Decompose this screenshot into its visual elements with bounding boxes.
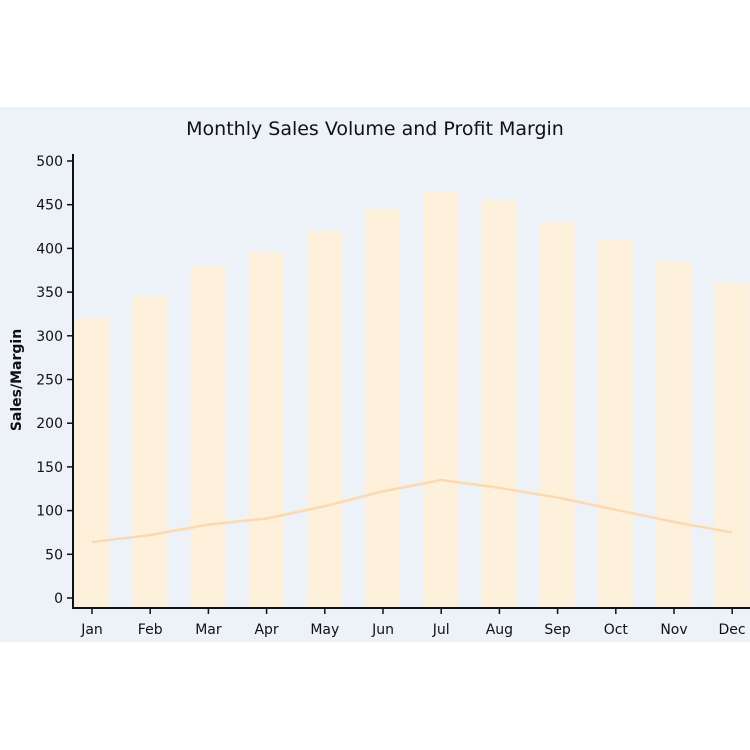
y-tick-label: 150 (36, 460, 63, 476)
y-tick-label: 50 (45, 547, 63, 563)
x-tick-label-jun: Jun (371, 622, 394, 638)
line-layer (91, 478, 733, 544)
x-tick-label-apr: Apr (254, 622, 278, 638)
profit-margin-line (91, 478, 733, 544)
bar-feb (132, 296, 168, 608)
y-tick-label: 450 (36, 198, 63, 214)
x-tick-label-nov: Nov (660, 622, 687, 638)
y-tick-label: 250 (36, 373, 63, 389)
x-tick-label-aug: Aug (486, 622, 513, 638)
y-tick-label: 400 (36, 241, 63, 257)
axes-layer (72, 154, 750, 609)
x-tick-label-jul: Jul (432, 622, 450, 638)
y-axis-label: Sales/Margin (9, 329, 25, 431)
y-ticks-layer: 0 50 100 150 200 250 300 350 400 450 500 (36, 154, 73, 607)
y-tick-label: 0 (54, 591, 63, 607)
bar-sep (540, 222, 576, 608)
bar-apr (249, 252, 285, 608)
bar-jun (365, 209, 401, 608)
y-tick-label: 200 (36, 416, 63, 432)
y-tick-label: 500 (36, 154, 63, 170)
bar-may (307, 230, 343, 609)
y-tick-label: 300 (36, 329, 63, 345)
x-tick-label-feb: Feb (138, 622, 163, 638)
x-tick-label-mar: Mar (195, 622, 222, 638)
y-tick-label: 350 (36, 285, 63, 301)
y-tick-label: 100 (36, 504, 63, 520)
x-tick-label-jan: Jan (80, 622, 103, 638)
bar-jan (74, 318, 110, 608)
bar-oct (598, 239, 634, 608)
bar-nov (656, 261, 692, 608)
x-tick-label-oct: Oct (604, 622, 629, 638)
bar-mar (190, 265, 226, 608)
chart-title: Monthly Sales Volume and Profit Margin (186, 118, 564, 140)
x-tick-label-sep: Sep (544, 622, 571, 638)
bar-aug (481, 200, 517, 608)
bar-dec (714, 283, 750, 608)
bars-layer (74, 191, 750, 609)
x-ticks-layer: Jan Feb Mar Apr May Jun Jul Aug Sep Oct Nov Dec (80, 608, 746, 638)
bar-jul (423, 191, 459, 608)
x-tick-label-may: May (310, 622, 339, 638)
x-tick-label-dec: Dec (718, 622, 745, 638)
